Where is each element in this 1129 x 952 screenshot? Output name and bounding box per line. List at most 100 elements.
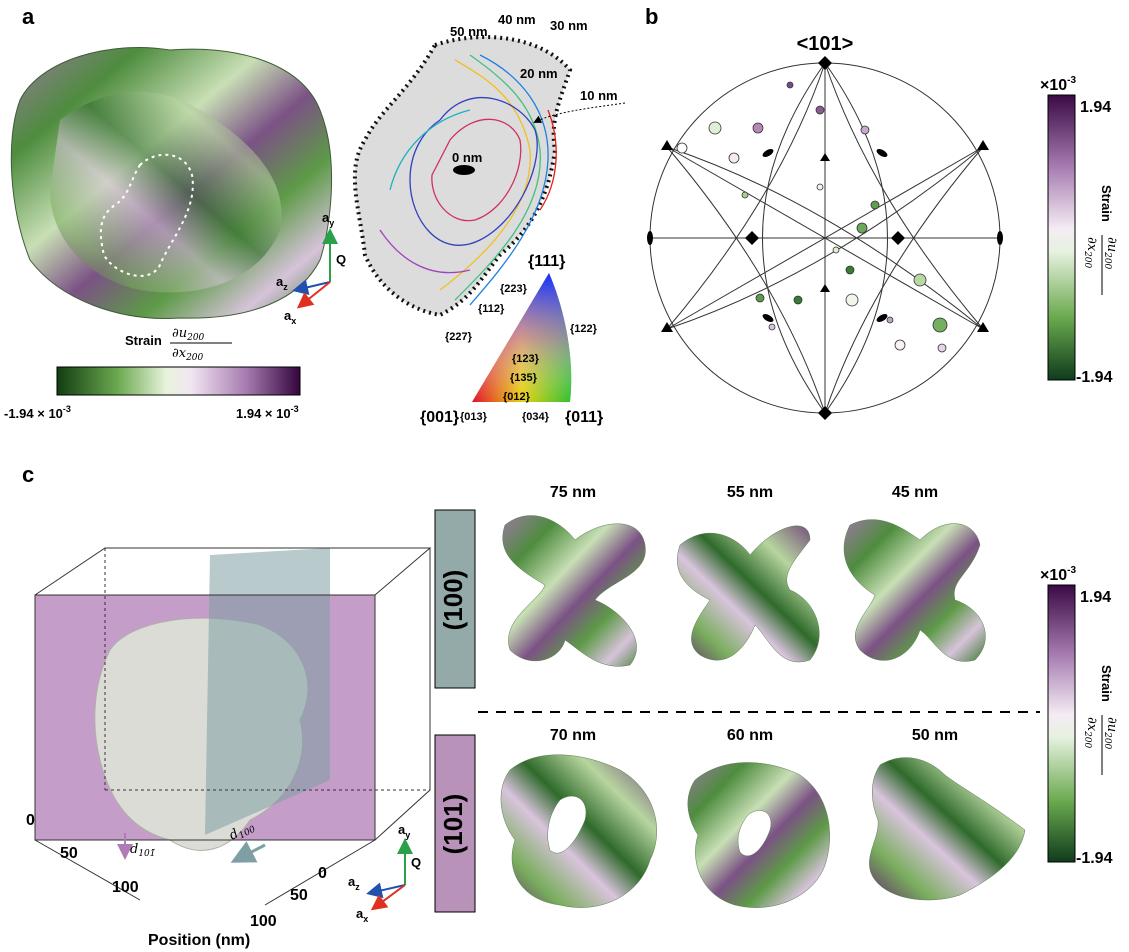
sym: ∂u [172, 326, 187, 341]
row-label: (101) [438, 794, 468, 855]
sub: x [363, 914, 368, 924]
panel-label: b [645, 4, 658, 29]
depth-label: 55 nm [727, 484, 773, 501]
panel-label: c [22, 462, 34, 487]
ellipse [997, 231, 1003, 245]
pole [914, 274, 926, 286]
ipf-label: {012} [503, 391, 531, 403]
pole [833, 247, 839, 253]
fraction-num: ∂u200 [1102, 717, 1119, 750]
sub: 200 [1082, 250, 1092, 268]
ipf-label: {034} [522, 411, 550, 423]
depth-label: 70 nm [550, 727, 596, 744]
colorbar-min: -1.94 [1076, 369, 1113, 386]
slice [869, 758, 1025, 900]
fraction-den: ∂x200 [172, 346, 204, 363]
sub: y [405, 830, 410, 840]
pole-label: <101> [797, 33, 854, 55]
pole [895, 340, 905, 350]
ellipse [875, 312, 888, 323]
pole [857, 223, 867, 233]
fraction-den: ∂x200 [1082, 237, 1099, 269]
pole [729, 153, 739, 163]
axis-title: Position (nm) [148, 932, 250, 949]
pole [861, 126, 869, 134]
contour-label: 0 nm [452, 150, 482, 165]
poles [677, 82, 947, 352]
depth-label: 75 nm [550, 484, 596, 501]
ipf-corner: {111} [528, 253, 565, 270]
colorbar-scale: ×10-3 [1040, 75, 1076, 94]
colorbar-max: 1.94 [1080, 589, 1111, 606]
base: d [130, 842, 138, 857]
sub: 200 [1102, 731, 1112, 749]
colorbar [1048, 585, 1075, 862]
box-edge [375, 548, 430, 840]
sub: z [355, 882, 360, 892]
ipf-corner: {001} [420, 409, 459, 426]
base: ×10 [1040, 77, 1067, 94]
figure: a Strain ∂u200 ∂x200 -1.94 × 10-3 1.94 ×… [0, 0, 1129, 952]
ellipse [761, 147, 774, 158]
contour-label: 40 nm [498, 12, 536, 27]
center-marker [453, 165, 475, 175]
sub: z [283, 282, 288, 292]
stereonet [650, 63, 1000, 413]
fraction-num: ∂u200 [1102, 237, 1119, 270]
exponent: -3 [1067, 75, 1076, 86]
pole [887, 317, 893, 323]
depth-label: 60 nm [727, 727, 773, 744]
colorbar-title-group: Strain ∂u200 ∂x200 [1082, 665, 1119, 775]
pole [709, 122, 721, 134]
ipf-label: {013} [460, 411, 488, 423]
sub: 200 [1102, 251, 1112, 269]
colorbar-title-group: Strain ∂u200 ∂x200 [1082, 185, 1119, 295]
depth-label: 45 nm [892, 484, 938, 501]
colorbar-min: -1.94 [1076, 850, 1113, 867]
exponent: -3 [1067, 565, 1076, 576]
ipf-label: {223} [500, 283, 528, 295]
pole [871, 201, 879, 209]
ipf-label: {135} [510, 372, 538, 384]
ellipse [875, 147, 888, 158]
axis-label: ax [284, 308, 296, 326]
slice [503, 516, 646, 667]
sym: ∂u [1104, 717, 1119, 732]
panel-label: a [22, 4, 35, 29]
exponent: -3 [291, 404, 299, 414]
axis-label: ax [356, 906, 368, 924]
tick-label: 50 [290, 887, 308, 904]
colorbar [57, 367, 300, 395]
tick-label: 0 [26, 812, 35, 829]
sub: 200 [1082, 730, 1092, 748]
triad [370, 842, 405, 908]
ellipse [761, 312, 774, 323]
colorbar-min: -1.94 × 10-3 [4, 404, 71, 421]
d101-label: d101̄ [130, 842, 156, 859]
ipf-corner: {011} [565, 409, 603, 426]
contour-label: 10 nm [580, 88, 618, 103]
net-arc [825, 147, 983, 413]
ipf-label: {122} [570, 323, 598, 335]
sym: ∂u [1104, 237, 1119, 252]
slice [501, 755, 657, 908]
colorbar-title: Strain [1099, 185, 1114, 222]
axis-label: az [348, 874, 360, 892]
row-label: (100) [438, 570, 468, 631]
net-arc [667, 147, 825, 413]
q-label: Q [336, 252, 346, 267]
contour-label: 20 nm [520, 66, 558, 81]
pole [677, 143, 687, 153]
pole [816, 106, 824, 114]
pole [846, 294, 858, 306]
colorbar-scale: ×10-3 [1040, 565, 1076, 584]
axis-label: ay [398, 822, 410, 840]
pole [794, 296, 802, 304]
pole [846, 266, 854, 274]
pole [787, 82, 793, 88]
depth-label: 50 nm [912, 727, 958, 744]
pole [938, 344, 946, 352]
base: ×10 [1040, 567, 1067, 584]
pole [756, 294, 764, 302]
sym: ∂x [1084, 717, 1099, 732]
